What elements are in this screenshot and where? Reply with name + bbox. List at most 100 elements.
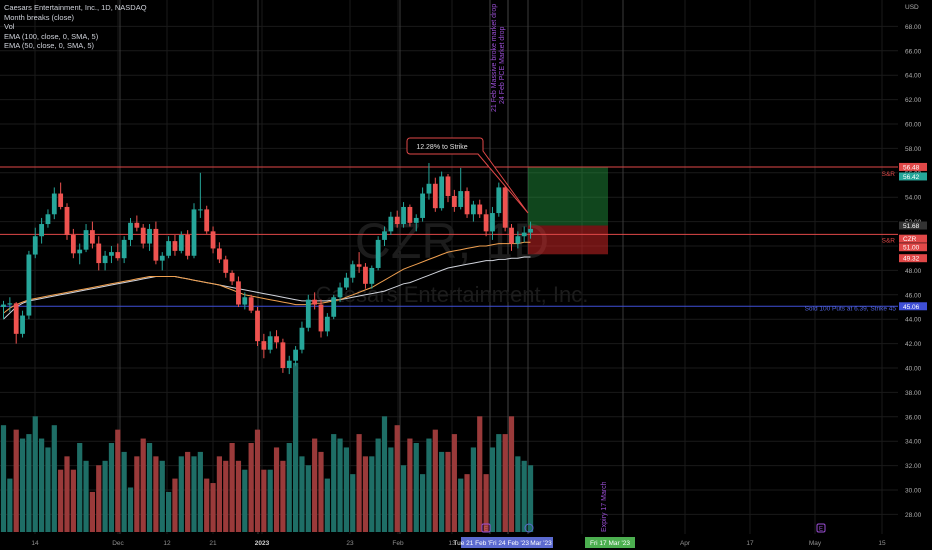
price-label-text: 49.32 xyxy=(903,256,920,263)
indicator-ema50[interactable]: EMA (50, close, 0, SMA, 5) xyxy=(4,41,95,50)
callout-text: 12.28% to Strike xyxy=(416,144,467,151)
volume-bar xyxy=(178,456,184,532)
volume-bar xyxy=(39,438,45,532)
volume-bar xyxy=(254,429,261,532)
time-highlight-tag xyxy=(461,537,489,548)
volume-bar xyxy=(70,469,76,532)
volume-bar xyxy=(331,434,337,532)
candle-body xyxy=(369,267,375,284)
price-axis-bg xyxy=(898,0,932,550)
time-axis[interactable]: 14 Dec 12 21 2023 23 Feb 13 Apr 17 May 15 Tue 21 Feb… xyxy=(0,534,932,550)
volume-bar xyxy=(343,447,349,532)
volume-bar xyxy=(515,456,521,532)
candle-body xyxy=(413,217,419,223)
volume-bar xyxy=(451,434,457,532)
time-tick-label: 13 xyxy=(448,540,456,547)
price-tick-label: 46.00 xyxy=(905,292,922,299)
volume-bar xyxy=(191,456,197,532)
candle-body xyxy=(102,255,108,264)
volume-bar xyxy=(210,483,216,532)
candle-body xyxy=(490,213,495,232)
volume-bar xyxy=(64,456,70,532)
price-label-tag xyxy=(899,162,927,171)
puts-label: Sold 100 Puts at 6.39, Strike 45 xyxy=(805,305,897,312)
price-label-text: 56.42 xyxy=(903,174,920,181)
indicator-ema100[interactable]: EMA (100, close, 0, SMA, 5) xyxy=(4,31,99,41)
price-axis[interactable]: USD 28.00 30.00 32.00 34.00 36.00 38.00 40.00 42… xyxy=(898,0,932,550)
candle-body xyxy=(432,183,438,209)
moving-averages xyxy=(3,241,531,320)
time-highlight-label: Fri 24 Feb '23 xyxy=(489,540,529,547)
volume-bar xyxy=(407,438,413,532)
chart-title: Caesars Entertainment, Inc., 1D, NASDAQ xyxy=(4,3,147,12)
candle-body xyxy=(121,239,127,259)
candle-body xyxy=(382,231,387,240)
price-tick-label: 68.00 xyxy=(905,24,922,31)
candles xyxy=(1,163,533,375)
candle-body xyxy=(140,227,146,244)
candle-body xyxy=(274,336,279,343)
candle-body xyxy=(172,241,178,251)
candle-body xyxy=(344,277,349,288)
candle-body xyxy=(458,191,464,207)
candle-body xyxy=(375,239,381,268)
trade-position-box[interactable] xyxy=(528,166,608,255)
candle-body xyxy=(64,206,70,236)
candle-body xyxy=(464,191,470,215)
indicator-volume[interactable]: Vol xyxy=(4,22,15,31)
earnings-badge[interactable] xyxy=(481,523,491,533)
candle-body xyxy=(318,304,324,332)
price-tick-label: 38.00 xyxy=(905,390,922,397)
candle-body xyxy=(255,310,260,342)
candle-body xyxy=(521,232,527,237)
volume-bars xyxy=(0,362,534,532)
candle-body xyxy=(115,252,121,259)
candle-body xyxy=(229,272,235,282)
candle-body xyxy=(324,316,330,332)
candle-body xyxy=(96,243,102,264)
candle-body xyxy=(13,303,19,334)
candle-body xyxy=(267,336,273,350)
candle-body xyxy=(280,342,286,368)
candle-body xyxy=(191,209,197,256)
candle-body xyxy=(305,299,311,328)
watermark: CZR, 1D Caesars Entertainment, Inc. xyxy=(316,213,589,307)
price-tick-label: 32.00 xyxy=(905,463,922,470)
price-label-tag xyxy=(899,234,927,243)
price-tick-label: 42.00 xyxy=(905,341,922,348)
candle-body xyxy=(70,235,76,254)
volume-bar xyxy=(127,487,134,532)
candle-body xyxy=(401,206,406,225)
volume-bar xyxy=(458,478,464,532)
candle-body xyxy=(445,176,451,196)
time-highlight-tag xyxy=(489,537,529,548)
indicator-month-breaks[interactable]: Month breaks (close) xyxy=(4,12,75,22)
currency-label: USD xyxy=(905,4,919,11)
price-tick-label: 48.00 xyxy=(905,268,922,275)
earnings-badge-future[interactable] xyxy=(816,523,826,533)
volume-bar xyxy=(197,451,203,532)
candle-body xyxy=(204,209,210,232)
volume-bar xyxy=(413,443,419,532)
callout-box[interactable] xyxy=(406,137,529,214)
candle-body xyxy=(58,193,64,207)
volume-bar xyxy=(51,425,57,532)
volume-bar xyxy=(299,456,305,532)
price-label-text: 56.48 xyxy=(903,164,920,171)
volume-bar xyxy=(400,465,407,532)
annotations[interactable]: 12.28% to Strike 21 Feb Massive broke mar… xyxy=(406,4,826,533)
volume-bar xyxy=(77,443,83,532)
candle-body xyxy=(7,303,13,305)
volume-bar xyxy=(96,465,102,532)
profit-zone[interactable] xyxy=(528,166,608,226)
loss-zone[interactable] xyxy=(528,225,608,255)
candle-body xyxy=(407,206,413,223)
candle-body xyxy=(426,183,432,194)
volume-bar xyxy=(172,478,178,532)
time-highlight-tag xyxy=(529,537,553,548)
event-badge[interactable] xyxy=(524,523,534,533)
legend: Caesars Entertainment, Inc., 1D, NASDAQ … xyxy=(4,3,147,51)
earnings-badge-future-label: E xyxy=(819,527,823,533)
volume-bar xyxy=(204,478,210,532)
